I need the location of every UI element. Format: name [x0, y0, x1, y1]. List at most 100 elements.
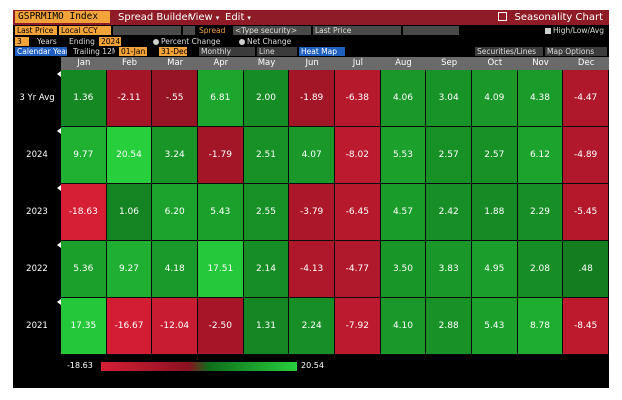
periodicity-select[interactable]: Monthly: [199, 47, 255, 56]
heat-map-cell[interactable]: 1.06: [106, 184, 153, 241]
heat-map-cell[interactable]: -18.63: [61, 184, 107, 241]
heat-map-cell[interactable]: -4.77: [335, 241, 381, 298]
heat-map-cell[interactable]: -6.45: [335, 184, 381, 241]
ticker-field[interactable]: GSPRMIMO Index: [15, 11, 110, 23]
cell-value: .48: [578, 264, 593, 274]
heat-map-cell[interactable]: 4.09: [472, 70, 518, 127]
heat-map-cell[interactable]: 1.36: [61, 70, 107, 127]
legend-gradient-bar: [101, 362, 297, 371]
heat-map-cell[interactable]: 3.04: [426, 70, 472, 127]
price-field-select[interactable]: Last Price: [15, 26, 57, 35]
heat-map-cell[interactable]: -7.92: [335, 298, 381, 355]
second-price-field[interactable]: Last Price: [313, 26, 401, 35]
cell-value: 1.36: [73, 93, 94, 103]
heat-map-cell[interactable]: 4.95: [472, 241, 518, 298]
heat-map-cell[interactable]: 2.57: [472, 127, 518, 184]
percent-change-label: Percent Change: [161, 37, 221, 46]
heat-map-cell[interactable]: 5.43: [472, 298, 518, 355]
heat-map-cell[interactable]: -2.11: [106, 70, 153, 127]
heat-map-cell[interactable]: 9.27: [106, 241, 153, 298]
security-input[interactable]: <Type security>: [233, 26, 311, 35]
line-tab[interactable]: Line: [257, 47, 297, 56]
heat-map-cell[interactable]: -12.04: [152, 298, 198, 355]
blank-field-2[interactable]: [183, 26, 195, 35]
heat-map-cell[interactable]: -1.79: [198, 127, 244, 184]
seasonality-chart-button[interactable]: Seasonality Chart: [497, 10, 603, 25]
spread-builder-label: Spread Builder: [118, 12, 192, 23]
edit-menu-label: Edit: [225, 12, 245, 23]
heat-map-cell[interactable]: 3.24: [152, 127, 198, 184]
heat-map-cell[interactable]: 1.31: [243, 298, 290, 355]
heat-map-cell[interactable]: 1.88: [472, 184, 518, 241]
ending-year-input[interactable]: 2024: [99, 37, 121, 46]
years-label: Years: [37, 37, 57, 46]
heat-map-cell[interactable]: 6.12: [517, 127, 564, 184]
heat-map-cell[interactable]: 2.24: [289, 298, 335, 355]
heat-map-cell[interactable]: 6.81: [198, 70, 244, 127]
heat-map-cell[interactable]: 3.50: [380, 241, 427, 298]
start-date-input[interactable]: 01-Jan: [119, 47, 147, 56]
percent-change-radio[interactable]: Percent Change: [151, 37, 237, 46]
heat-map-cell[interactable]: 5.36: [61, 241, 107, 298]
high-low-avg-toggle[interactable]: High/Low/Avg: [543, 26, 609, 35]
heat-map-cell[interactable]: 17.51: [198, 241, 244, 298]
heat-map-cell[interactable]: -4.47: [563, 70, 609, 127]
end-date-input[interactable]: 31-Dec: [159, 47, 187, 56]
heat-map-cell[interactable]: 2.00: [243, 70, 290, 127]
heat-map-cell[interactable]: 5.53: [380, 127, 427, 184]
heat-map-cell[interactable]: 2.51: [243, 127, 290, 184]
heat-map-cell[interactable]: 2.57: [426, 127, 472, 184]
trailing-12m-tab[interactable]: Trailing 12M: [73, 47, 115, 56]
heat-map-cell[interactable]: 2.29: [517, 184, 564, 241]
securities-lines-button[interactable]: Securities/Lines: [475, 47, 543, 56]
heat-map-tab[interactable]: Heat Map: [299, 47, 345, 56]
blank-field-1[interactable]: [113, 26, 181, 35]
heat-map-cell[interactable]: -4.89: [563, 127, 609, 184]
seasonality-chart-label: Seasonality Chart: [514, 12, 603, 23]
blank-field-3[interactable]: [403, 26, 459, 35]
heat-map-cell[interactable]: 2.08: [517, 241, 564, 298]
heat-map-cell[interactable]: 2.88: [426, 298, 472, 355]
heat-map-cell[interactable]: -3.79: [289, 184, 335, 241]
heat-map-cell[interactable]: 4.18: [152, 241, 198, 298]
heat-map-cell[interactable]: 4.07: [289, 127, 335, 184]
heat-map-cell[interactable]: -2.50: [198, 298, 244, 355]
heat-map-cell[interactable]: 9.77: [61, 127, 107, 184]
row-label: 3 Yr Avg: [19, 92, 55, 103]
heat-map-cell[interactable]: 6.20: [152, 184, 198, 241]
view-menu[interactable]: View ▾: [189, 10, 219, 26]
heat-map-cell[interactable]: -16.67: [106, 298, 153, 355]
years-input[interactable]: 3: [15, 37, 29, 46]
heat-map-cell[interactable]: -8.02: [335, 127, 381, 184]
heat-map-cell[interactable]: 17.35: [61, 298, 107, 355]
map-options-button[interactable]: Map Options: [545, 47, 607, 56]
cell-value: 5.53: [392, 150, 413, 160]
heat-map-cell[interactable]: -4.13: [289, 241, 335, 298]
heat-map-cell[interactable]: 5.43: [198, 184, 244, 241]
heat-map-cell[interactable]: -.55: [152, 70, 198, 127]
cell-value: 2.57: [484, 150, 505, 160]
edit-menu[interactable]: Edit ▾: [225, 10, 251, 26]
heat-map-cell[interactable]: .48: [563, 241, 609, 298]
heat-map-cell[interactable]: 2.42: [426, 184, 472, 241]
heat-map-cell[interactable]: 4.57: [380, 184, 427, 241]
heat-map-cell[interactable]: -5.45: [563, 184, 609, 241]
heat-map-cell[interactable]: 20.54: [106, 127, 153, 184]
heat-map-cell[interactable]: 2.14: [243, 241, 290, 298]
heat-map-cell[interactable]: 4.10: [380, 298, 427, 355]
calendar-year-tab[interactable]: Calendar Year: [15, 47, 67, 56]
currency-select[interactable]: Local CCY: [59, 26, 111, 35]
heat-map-cell[interactable]: 2.55: [243, 184, 290, 241]
heat-map-cell[interactable]: 8.78: [517, 298, 564, 355]
cell-value: -6.38: [345, 93, 369, 103]
heat-map-cell[interactable]: -6.38: [335, 70, 381, 127]
heat-map-cell[interactable]: 3.83: [426, 241, 472, 298]
heat-map-cell[interactable]: -8.45: [563, 298, 609, 355]
cell-value: -18.63: [68, 207, 98, 217]
heat-map-cell[interactable]: 4.38: [517, 70, 564, 127]
cell-value: 5.43: [484, 321, 505, 331]
spread-builder-menu[interactable]: Spread Builder: [118, 10, 192, 25]
heat-map-cell[interactable]: 4.06: [380, 70, 427, 127]
heat-map-cell[interactable]: -1.89: [289, 70, 335, 127]
net-change-radio[interactable]: Net Change: [237, 37, 301, 46]
